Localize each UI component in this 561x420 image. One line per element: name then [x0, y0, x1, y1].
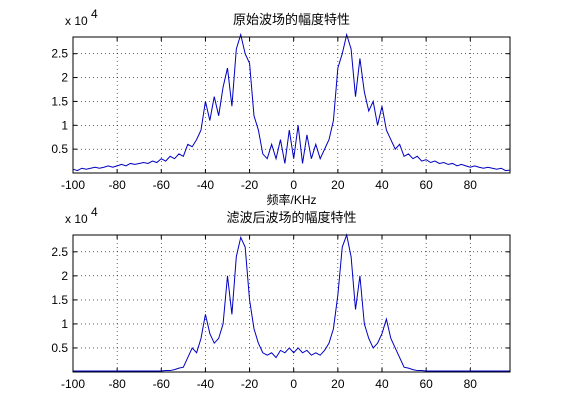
y-tick-label: 2	[61, 71, 68, 85]
x-tick-label: -60	[153, 178, 171, 192]
x-tick-label: 60	[419, 178, 433, 192]
y-tick-label: 2.5	[51, 245, 68, 259]
x-tick-label: 0	[290, 377, 297, 391]
subplot: -100 -80 -60 -40 -20 0 20 40 60 80 0.5 1 1.5 2 2.5 滤波后波…	[51, 205, 511, 391]
y-multiplier: x 10	[65, 14, 88, 28]
x-tick-label: 20	[331, 178, 345, 192]
y-multiplier-exponent: 4	[91, 205, 98, 219]
x-tick-label: -100	[61, 377, 85, 391]
y-tick-label: 0.5	[51, 341, 68, 355]
y-multiplier-exponent: 4	[91, 7, 98, 21]
x-tick-label: -100	[61, 178, 85, 192]
data-line	[72, 32, 511, 172]
x-tick-label: 80	[464, 178, 478, 192]
chart-title: 滤波后波场的幅度特性	[226, 210, 356, 225]
chart-title: 原始波场的幅度特性	[233, 12, 350, 27]
x-tick-label: 40	[375, 377, 389, 391]
x-tick-label: 60	[419, 377, 433, 391]
y-tick-label: 0.5	[51, 142, 68, 156]
y-tick-label: 1	[61, 317, 68, 331]
x-tick-label: -20	[241, 178, 259, 192]
plot-area	[73, 37, 510, 173]
y-multiplier: x 10	[65, 212, 88, 226]
y-tick-label: 1.5	[51, 94, 68, 108]
x-axis-label: 频率/KHz	[266, 192, 316, 207]
data-line	[73, 233, 510, 372]
x-tick-label: 20	[331, 377, 345, 391]
x-tick-label: -80	[108, 178, 126, 192]
axes-box	[72, 36, 511, 174]
x-tick-label: -20	[241, 377, 259, 391]
y-tick-label: 2	[61, 269, 68, 283]
y-tick-label: 1	[61, 118, 68, 132]
x-tick-label: -40	[197, 178, 215, 192]
x-tick-label: -60	[153, 377, 171, 391]
x-tick-label: -80	[108, 377, 126, 391]
axes-box	[72, 234, 511, 373]
subplot: -100 -80 -60 -40 -20 0 20 40 60 80 0.5 1 1.5 2 2.5 原始波场…	[51, 7, 511, 207]
x-tick-label: -40	[197, 377, 215, 391]
x-tick-label: 40	[375, 178, 389, 192]
x-tick-label: 80	[464, 377, 478, 391]
y-tick-label: 2.5	[51, 47, 68, 61]
plot-area	[73, 235, 510, 372]
y-tick-label: 1.5	[51, 293, 68, 307]
x-tick-label: 0	[290, 178, 297, 192]
